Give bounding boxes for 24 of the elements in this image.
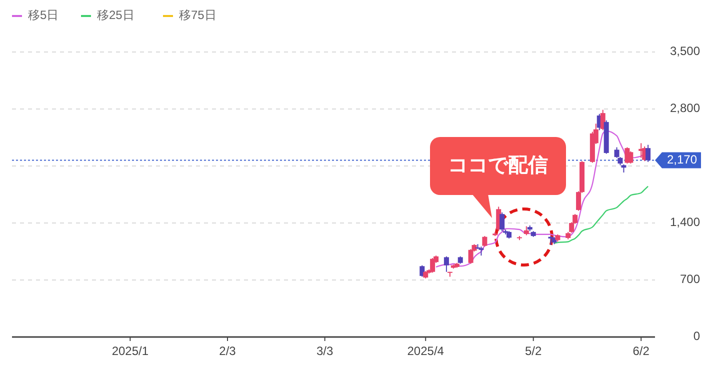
candlestick	[500, 212, 505, 232]
line-series	[554, 186, 649, 244]
y-tick-label: 0	[693, 329, 700, 344]
y-tick-label: 2,800	[670, 101, 700, 116]
x-tick-label: 5/2	[525, 344, 542, 358]
x-tick-label: 6/2	[632, 344, 650, 358]
y-tick-label: 700	[680, 272, 700, 286]
candlestick	[482, 236, 488, 248]
candlestick	[420, 264, 425, 278]
candlestick	[628, 150, 634, 164]
candlestick	[444, 256, 449, 272]
legend-label: 移25日	[97, 8, 134, 22]
ref-line-label: 2,170	[666, 152, 698, 166]
x-tick-label: 3/3	[316, 344, 334, 358]
legend-label: 移75日	[179, 8, 216, 22]
annotation: ココで配信	[448, 154, 548, 176]
y-tick-label: 3,500	[670, 44, 700, 58]
x-tick-label: 2/3	[219, 344, 236, 358]
x-tick-label: 2025/4	[407, 344, 444, 358]
candlestick	[430, 258, 436, 274]
legend-label: 移5日	[28, 8, 59, 22]
y-tick-label: 1,400	[670, 215, 700, 230]
candlestick	[646, 144, 651, 162]
x-tick-label: 2025/1	[112, 344, 149, 358]
